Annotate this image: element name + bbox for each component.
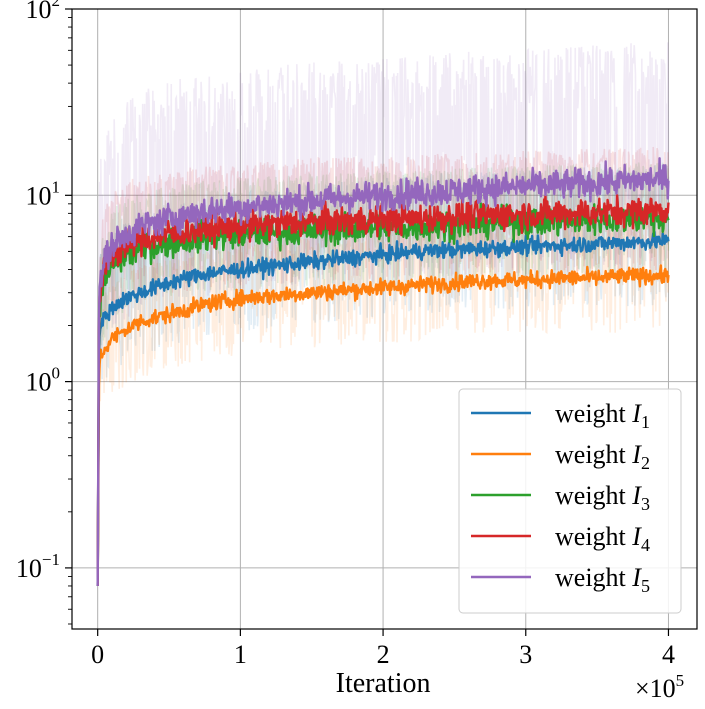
legend-box (458, 388, 682, 614)
x-axis-multiplier: ×105 (635, 671, 684, 703)
y-tick-label: 102 (26, 0, 61, 24)
x-tick-label: 2 (377, 640, 390, 669)
series-line (96, 194, 670, 586)
x-axis-title: Iteration (336, 668, 431, 699)
series-noise-band (96, 162, 670, 586)
axis-ticks: 0 1 2 3 4 10−1 100 101 102 (16, 0, 675, 669)
legend-label: weight I5 (555, 563, 650, 596)
legend-label: weight I2 (555, 440, 650, 473)
series-line (96, 230, 670, 586)
x-axis-multiplier-exponent: 5 (676, 671, 685, 690)
y-tick-label: 10−1 (16, 550, 60, 583)
series-line (96, 157, 670, 586)
y-tick-label: 101 (26, 177, 61, 210)
legend-label: weight I4 (555, 522, 650, 555)
x-tick-label: 3 (519, 640, 532, 669)
x-tick-label: 4 (662, 640, 675, 669)
x-tick-label: 1 (234, 640, 247, 669)
legend: weight I1 weight I2 weight I3 weight I4 weig… (458, 388, 682, 614)
legend-label: weight I1 (555, 399, 650, 432)
axes-frame (71, 8, 698, 630)
x-tick-label: 0 (91, 640, 104, 669)
series-lines (96, 157, 670, 586)
y-tick-label: 100 (26, 364, 61, 397)
x-axis-multiplier-base: ×10 (635, 674, 676, 703)
series-noise-band (96, 219, 670, 586)
legend-label: weight I3 (555, 481, 650, 514)
series-line (96, 264, 670, 586)
